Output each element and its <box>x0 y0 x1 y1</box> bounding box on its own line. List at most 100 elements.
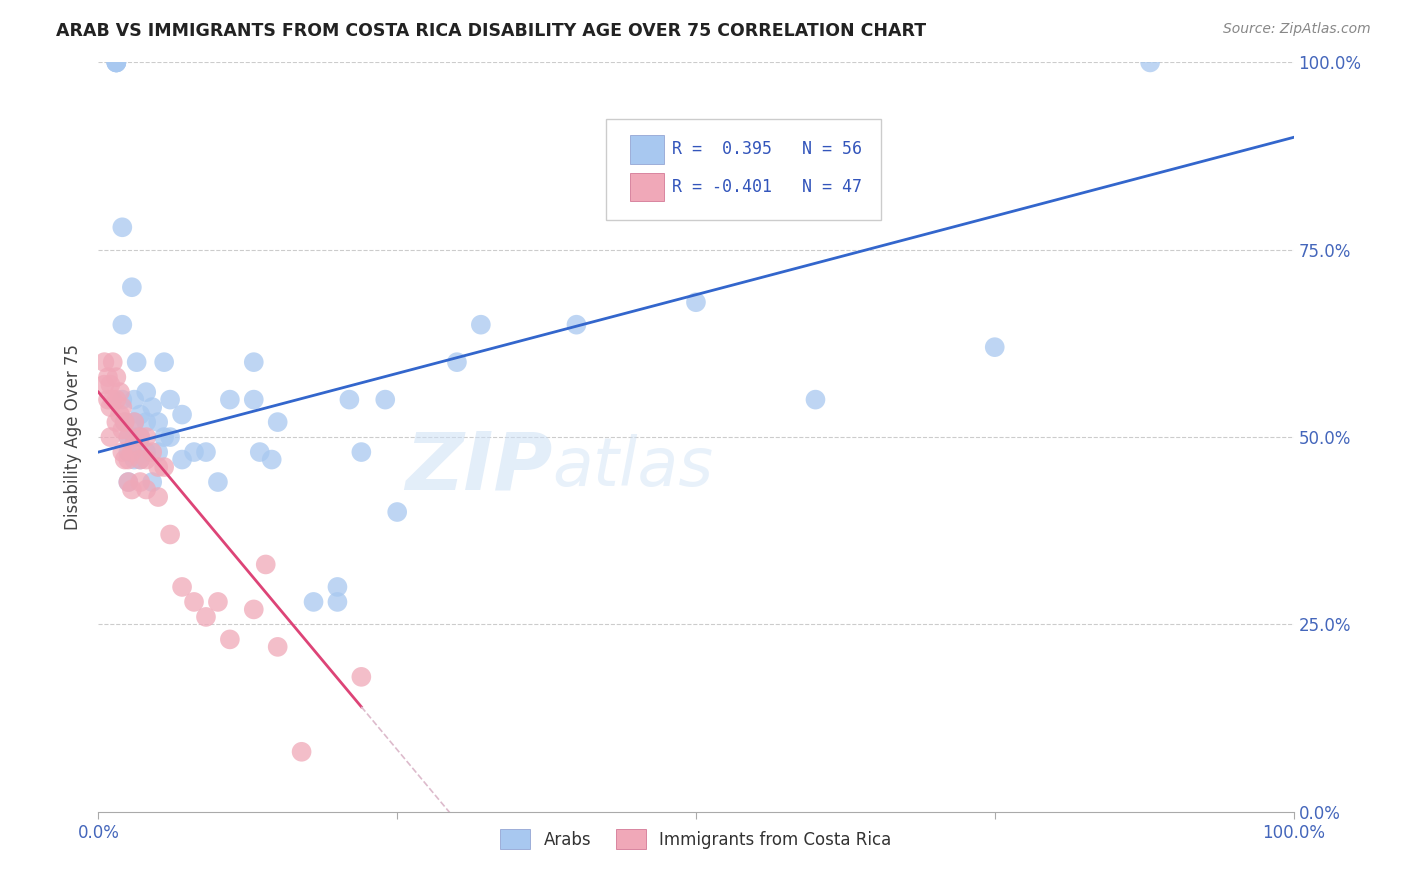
Point <box>291 745 314 759</box>
Point <box>153 460 176 475</box>
Point <box>98 377 122 392</box>
Point <box>219 632 242 647</box>
Point <box>97 370 120 384</box>
Point <box>172 452 194 467</box>
Point <box>111 445 134 459</box>
Point <box>125 355 148 369</box>
Point <box>117 475 139 489</box>
Point <box>129 452 152 467</box>
Point <box>108 385 131 400</box>
Point <box>135 430 157 444</box>
Point <box>124 437 146 451</box>
Point <box>243 392 266 407</box>
Point <box>105 55 128 70</box>
Point <box>326 580 349 594</box>
Point <box>114 452 136 467</box>
Point <box>93 377 115 392</box>
Point <box>984 340 1007 354</box>
Point <box>108 408 131 422</box>
Point <box>219 392 242 407</box>
Point <box>97 392 120 407</box>
Point <box>159 430 181 444</box>
Text: R = -0.401   N = 47: R = -0.401 N = 47 <box>672 178 862 196</box>
Point <box>114 415 136 429</box>
Point <box>135 385 157 400</box>
Point <box>121 445 143 459</box>
Point <box>135 452 157 467</box>
Point <box>159 527 181 541</box>
Point <box>195 610 218 624</box>
Point <box>124 415 146 429</box>
Point <box>243 355 266 369</box>
Point <box>207 595 229 609</box>
Point <box>183 595 205 609</box>
Point <box>124 430 146 444</box>
Point <box>121 280 143 294</box>
Text: atlas: atlas <box>553 434 714 500</box>
Point <box>159 392 181 407</box>
Point <box>685 295 707 310</box>
Point <box>267 415 290 429</box>
Point <box>111 400 134 414</box>
Point <box>117 430 139 444</box>
Point <box>195 445 218 459</box>
Point <box>117 430 139 444</box>
Point <box>129 475 152 489</box>
Point <box>98 400 122 414</box>
Point <box>1139 55 1161 70</box>
Point <box>339 392 361 407</box>
Point <box>243 602 266 616</box>
Point <box>124 415 146 429</box>
Point <box>129 430 152 444</box>
Point <box>101 392 124 407</box>
Point <box>172 408 194 422</box>
Point <box>254 558 277 572</box>
Point <box>105 55 128 70</box>
Point <box>117 452 139 467</box>
Point <box>470 318 492 332</box>
Point <box>129 408 152 422</box>
Point <box>111 392 134 407</box>
Point <box>260 452 283 467</box>
Point <box>111 318 134 332</box>
Point <box>135 415 157 429</box>
Point <box>385 505 409 519</box>
Point <box>105 55 128 70</box>
Point <box>326 595 349 609</box>
Bar <box>630 135 664 163</box>
Point <box>121 483 143 497</box>
Point <box>148 490 170 504</box>
Text: ZIP: ZIP <box>405 428 553 506</box>
Point <box>98 430 122 444</box>
Point <box>124 392 146 407</box>
Point <box>302 595 325 609</box>
Point <box>129 430 152 444</box>
Point <box>135 445 157 459</box>
Point <box>141 400 163 414</box>
Point <box>148 460 170 475</box>
Point <box>105 55 128 70</box>
Point <box>148 445 170 459</box>
Point <box>141 475 163 489</box>
Legend: Arabs, Immigrants from Costa Rica: Arabs, Immigrants from Costa Rica <box>494 822 898 855</box>
Point <box>153 430 176 444</box>
Point <box>117 475 139 489</box>
Point <box>804 392 827 407</box>
Point <box>117 445 139 459</box>
Point <box>183 445 205 459</box>
Point <box>374 392 396 407</box>
Point <box>153 355 176 369</box>
Point <box>249 445 271 459</box>
Point <box>141 445 163 459</box>
Point <box>114 415 136 429</box>
Point <box>446 355 468 369</box>
Point <box>172 580 194 594</box>
Point <box>267 640 290 654</box>
Point <box>111 220 134 235</box>
Point <box>129 452 152 467</box>
Text: R =  0.395   N = 56: R = 0.395 N = 56 <box>672 140 862 159</box>
Point <box>148 415 170 429</box>
Text: Source: ZipAtlas.com: Source: ZipAtlas.com <box>1223 22 1371 37</box>
Point <box>101 355 124 369</box>
Point <box>350 445 373 459</box>
